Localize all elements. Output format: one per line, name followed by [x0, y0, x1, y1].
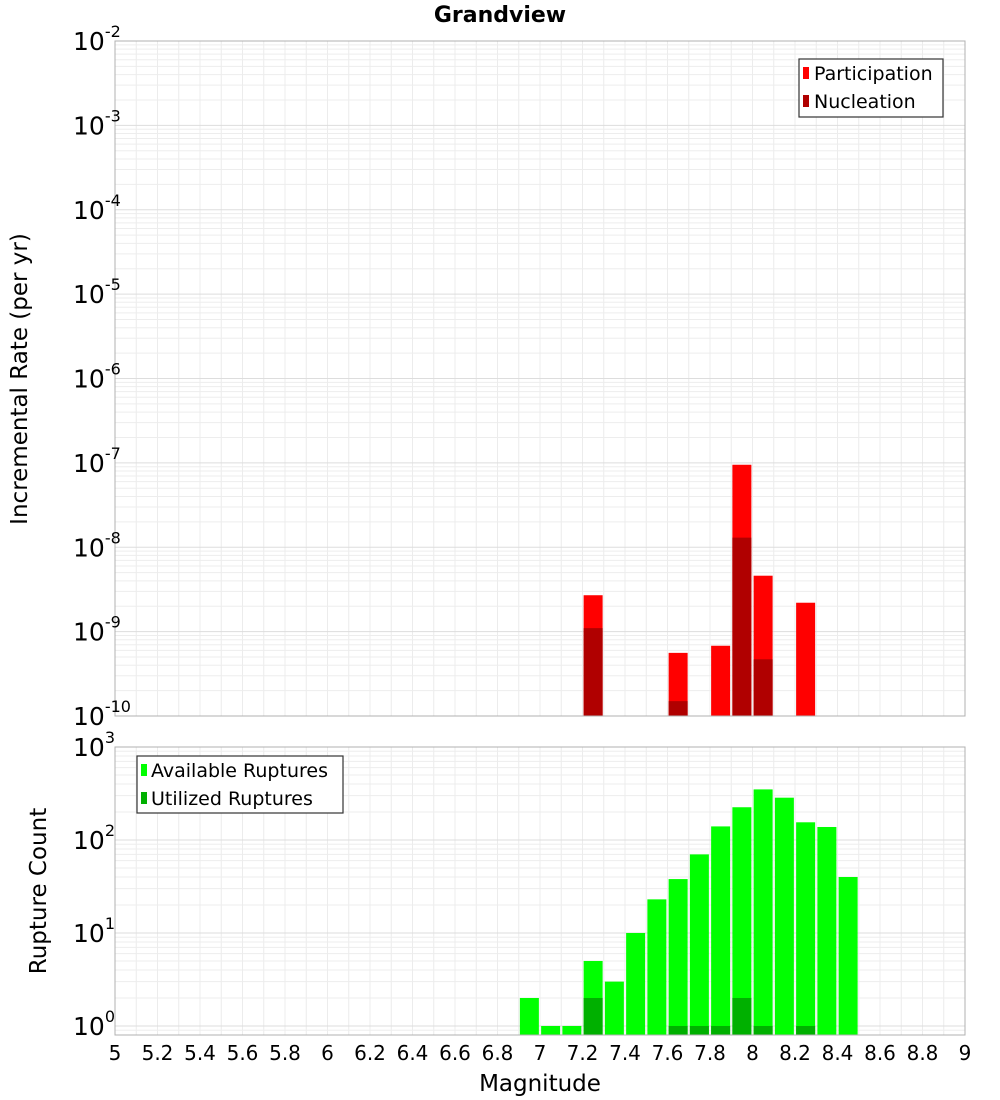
bottom-y-axis-label: Rupture Count: [26, 808, 52, 974]
x-tick-labels: 5 5.2 5.4 5.6 5.8 6 6.2 6.4 6.6 6.8 7 7.2 7.4 7.6 7.8 8…: [109, 1041, 972, 1065]
top-y-axis-label: Incremental Rate (per yr): [7, 233, 33, 525]
available-ruptures-bar: [519, 997, 539, 1035]
top-plot-grid: [114, 41, 966, 717]
participation-legend-label: Participation: [814, 63, 933, 85]
x-axis-label: Magnitude: [479, 1071, 601, 1097]
available-ruptures-bar: [732, 807, 752, 1035]
available-ruptures-legend-swatch: [141, 764, 147, 776]
top-plot-bars: [583, 464, 816, 716]
participation-legend-swatch: [803, 67, 809, 79]
nucleation-legend-label: Nucleation: [814, 91, 916, 113]
bottom-legend: Available Ruptures Utilized Ruptures: [136, 755, 344, 814]
x-tick-label: 7.6: [652, 1041, 684, 1065]
top-y-tick-label: 10-9: [73, 613, 121, 647]
top-y-tick-label: 10-7: [73, 444, 121, 478]
utilized-ruptures-bar: [796, 1025, 816, 1035]
bottom-plot-bars: [519, 789, 858, 1035]
utilized-ruptures-bar: [689, 1025, 709, 1035]
available-ruptures-bar: [647, 899, 667, 1035]
x-tick-label: 5.6: [227, 1041, 259, 1065]
x-tick-label: 5.4: [184, 1041, 216, 1065]
utilized-ruptures-legend-swatch: [141, 792, 147, 804]
available-ruptures-bar: [626, 932, 646, 1035]
nucleation-bar: [583, 628, 603, 716]
utilized-ruptures-bar: [711, 1025, 731, 1035]
top-y-tick-labels: 10-10 10-9 10-8 10-7 10-6 10-5 10-4 10-3 10-2: [73, 22, 131, 731]
x-tick-label: 8.8: [907, 1041, 939, 1065]
nucleation-bar: [753, 659, 773, 716]
bottom-legend-box: [136, 755, 344, 814]
x-tick-label: 7: [534, 1041, 547, 1065]
available-ruptures-bar: [668, 879, 688, 1035]
top-y-tick-label: 10-3: [73, 106, 121, 140]
top-y-tick-label: 10-10: [73, 697, 131, 731]
participation-bar: [711, 645, 731, 716]
available-ruptures-bar: [562, 1025, 582, 1035]
utilized-ruptures-bar: [668, 1025, 688, 1035]
top-plot-frame: [114, 40, 966, 717]
available-ruptures-bar: [753, 789, 773, 1035]
x-tick-label: 5.8: [269, 1041, 301, 1065]
utilized-ruptures-bar: [732, 997, 752, 1035]
available-ruptures-bar: [774, 797, 794, 1035]
bottom-y-tick-label: 100: [73, 1007, 115, 1041]
utilized-ruptures-bar: [583, 997, 603, 1035]
x-tick-label: 6.2: [354, 1041, 386, 1065]
top-legend: Participation Nucleation: [798, 58, 944, 118]
bottom-y-tick-label: 101: [73, 914, 115, 948]
available-ruptures-bar: [541, 1025, 561, 1035]
nucleation-bar: [668, 701, 688, 716]
x-tick-label: 6.8: [482, 1041, 514, 1065]
x-tick-label: 7.2: [567, 1041, 599, 1065]
x-tick-label: 5.2: [142, 1041, 174, 1065]
bottom-y-tick-label: 102: [73, 821, 115, 855]
available-ruptures-bar: [604, 981, 624, 1035]
utilized-ruptures-bar: [753, 1025, 773, 1035]
top-y-tick-label: 10-2: [73, 22, 121, 56]
nucleation-legend-swatch: [803, 95, 809, 107]
x-tick-label: 8.2: [779, 1041, 811, 1065]
participation-bar: [796, 602, 816, 716]
bottom-y-tick-labels: 100 101 102 103: [73, 728, 115, 1041]
utilized-ruptures-legend-label: Utilized Ruptures: [151, 788, 313, 810]
participation-bar: [668, 652, 688, 716]
x-tick-label: 6.4: [397, 1041, 429, 1065]
bottom-y-tick-label: 103: [73, 728, 115, 762]
nucleation-bar: [732, 537, 752, 716]
top-legend-box: [798, 58, 944, 118]
available-ruptures-legend-label: Available Ruptures: [151, 760, 328, 782]
x-tick-label: 8: [746, 1041, 759, 1065]
top-y-tick-label: 10-6: [73, 360, 121, 394]
x-tick-label: 8.4: [822, 1041, 854, 1065]
available-ruptures-bar: [796, 822, 816, 1035]
available-ruptures-bar: [711, 826, 731, 1035]
top-y-tick-label: 10-8: [73, 528, 121, 562]
available-ruptures-bar: [817, 826, 837, 1035]
x-tick-label: 7.4: [609, 1041, 641, 1065]
top-y-tick-label: 10-4: [73, 191, 121, 225]
available-ruptures-bar: [838, 877, 858, 1035]
x-tick-label: 9: [959, 1041, 972, 1065]
available-ruptures-bar: [689, 854, 709, 1035]
bottom-plot-frame: [114, 746, 966, 1036]
x-tick-label: 8.6: [864, 1041, 896, 1065]
x-tick-label: 6.6: [439, 1041, 471, 1065]
top-y-tick-label: 10-5: [73, 275, 121, 309]
x-tick-label: 7.8: [694, 1041, 726, 1065]
chart-title: Grandview: [434, 3, 566, 28]
x-tick-label: 5: [109, 1041, 122, 1065]
x-tick-label: 6: [321, 1041, 334, 1065]
